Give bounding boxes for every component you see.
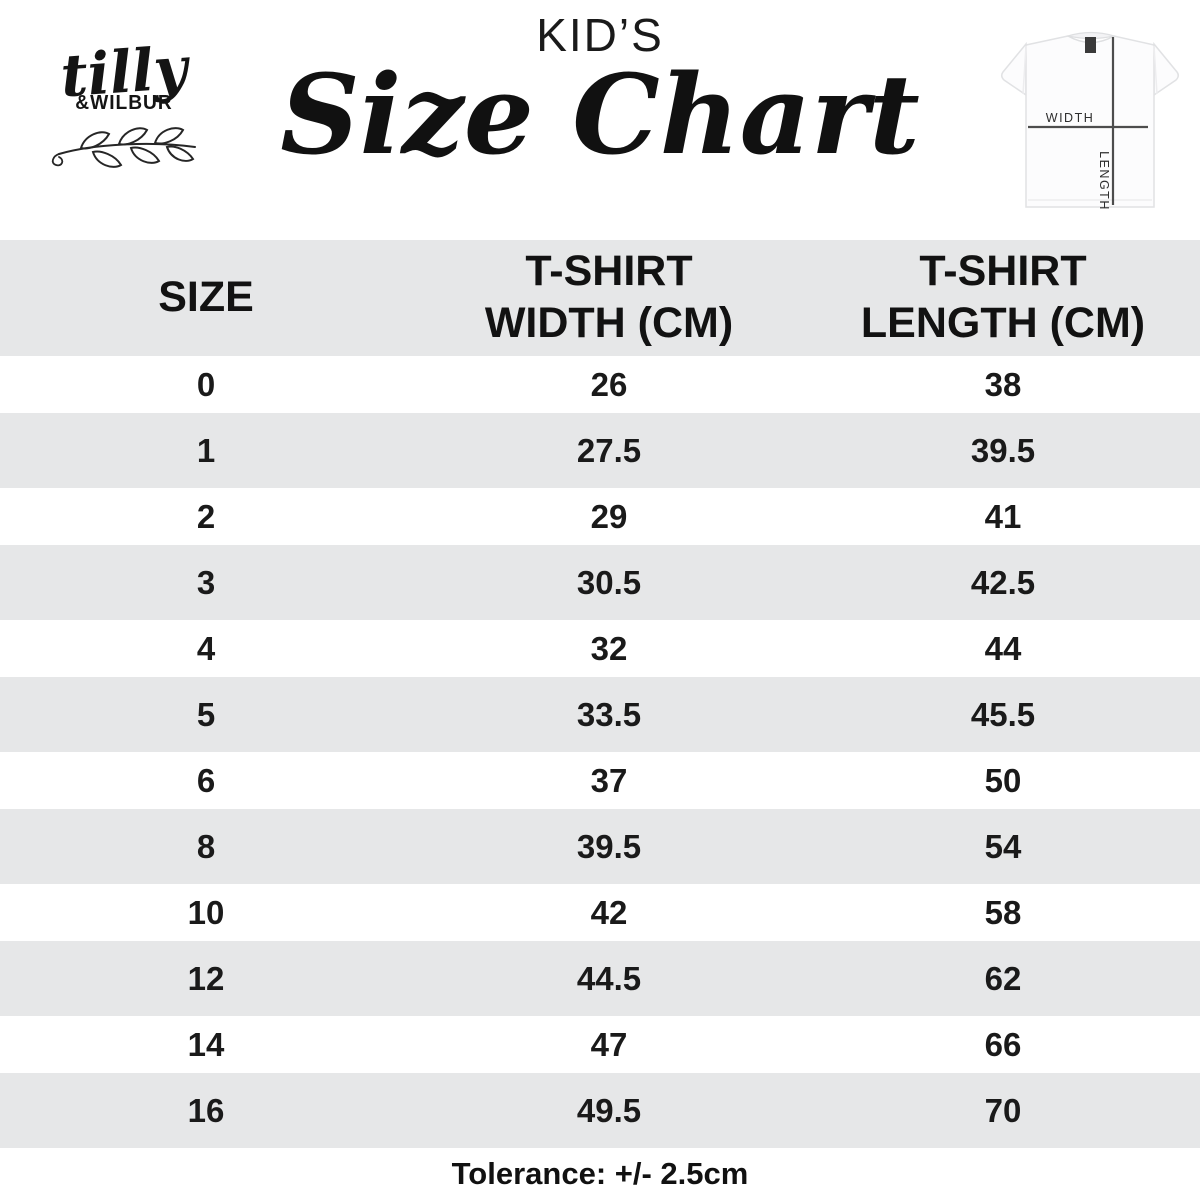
cell-length: 44 bbox=[984, 630, 1022, 667]
cell-size: 8 bbox=[196, 828, 216, 865]
table-row: 3 30.5 42.5 bbox=[0, 545, 1200, 620]
table-row: 0 26 38 bbox=[0, 356, 1200, 413]
title-kicker: KID’S bbox=[536, 9, 664, 61]
cell-length: 70 bbox=[984, 1092, 1022, 1129]
cell-width: 42 bbox=[590, 894, 628, 931]
col-header-length: T-SHIRT LENGTH (CM) bbox=[860, 247, 1146, 347]
table-header-row: SIZE T-SHIRT WIDTH (CM) T-SHIRT LENGTH (… bbox=[0, 240, 1200, 356]
cell-size: 3 bbox=[196, 564, 216, 601]
cell-width: 33.5 bbox=[576, 696, 642, 733]
cell-size: 6 bbox=[196, 762, 216, 799]
cell-length: 54 bbox=[984, 828, 1022, 865]
tshirt-measurement-diagram: WIDTH LENGTH bbox=[1000, 31, 1180, 211]
cell-length: 66 bbox=[984, 1026, 1022, 1063]
cell-size: 1 bbox=[196, 432, 216, 469]
cell-size: 14 bbox=[187, 1026, 225, 1063]
neck-tag bbox=[1085, 37, 1096, 53]
table-row: 4 32 44 bbox=[0, 620, 1200, 677]
cell-length: 62 bbox=[984, 960, 1022, 997]
cell-width: 49.5 bbox=[576, 1092, 642, 1129]
cell-width: 30.5 bbox=[576, 564, 642, 601]
cell-length: 39.5 bbox=[970, 432, 1036, 469]
table-row: 10 42 58 bbox=[0, 884, 1200, 941]
cell-length: 41 bbox=[984, 498, 1022, 535]
cell-length: 58 bbox=[984, 894, 1022, 931]
cell-width: 47 bbox=[590, 1026, 628, 1063]
cell-length: 42.5 bbox=[970, 564, 1036, 601]
brand-logo: tilly &WILBUR bbox=[46, 34, 202, 169]
cell-length: 50 bbox=[984, 762, 1022, 799]
cell-length: 45.5 bbox=[970, 696, 1036, 733]
shirt-width-label: WIDTH bbox=[1046, 111, 1094, 125]
table-row: 8 39.5 54 bbox=[0, 809, 1200, 884]
shirt-length-label: LENGTH bbox=[1097, 151, 1111, 211]
table-row: 2 29 41 bbox=[0, 488, 1200, 545]
laurel-branch-icon bbox=[51, 127, 196, 169]
table-row: 12 44.5 62 bbox=[0, 941, 1200, 1016]
table-row: 14 47 66 bbox=[0, 1016, 1200, 1073]
cell-size: 10 bbox=[187, 894, 225, 931]
col-header-size: SIZE bbox=[158, 273, 254, 322]
col-header-width: T-SHIRT WIDTH (CM) bbox=[484, 247, 734, 347]
cell-width: 44.5 bbox=[576, 960, 642, 997]
brand-name-caps: &WILBUR bbox=[75, 92, 173, 115]
page-title: Size Chart bbox=[280, 50, 920, 179]
cell-size: 12 bbox=[187, 960, 225, 997]
size-table: SIZE T-SHIRT WIDTH (CM) T-SHIRT LENGTH (… bbox=[0, 240, 1200, 1148]
cell-width: 32 bbox=[590, 630, 628, 667]
cell-size: 16 bbox=[187, 1092, 225, 1129]
table-body: 0 26 38 1 27.5 39.5 2 29 41 3 30.5 42.5 4 32 44 5 33.5 45… bbox=[0, 356, 1200, 1148]
cell-width: 39.5 bbox=[576, 828, 642, 865]
table-row: 6 37 50 bbox=[0, 752, 1200, 809]
cell-width: 37 bbox=[590, 762, 628, 799]
header-section: tilly &WILBUR KID’S Size Chart bbox=[0, 0, 1200, 240]
cell-width: 29 bbox=[590, 498, 628, 535]
cell-width: 27.5 bbox=[576, 432, 642, 469]
cell-width: 26 bbox=[590, 366, 628, 403]
table-row: 16 49.5 70 bbox=[0, 1073, 1200, 1148]
footer-section: Tolerance: +/- 2.5cm bbox=[0, 1148, 1200, 1200]
tolerance-note: Tolerance: +/- 2.5cm bbox=[451, 1156, 749, 1191]
cell-size: 0 bbox=[196, 366, 216, 403]
table-row: 5 33.5 45.5 bbox=[0, 677, 1200, 752]
cell-length: 38 bbox=[984, 366, 1022, 403]
cell-size: 5 bbox=[196, 696, 216, 733]
table-row: 1 27.5 39.5 bbox=[0, 413, 1200, 488]
cell-size: 4 bbox=[196, 630, 216, 667]
cell-size: 2 bbox=[196, 498, 216, 535]
